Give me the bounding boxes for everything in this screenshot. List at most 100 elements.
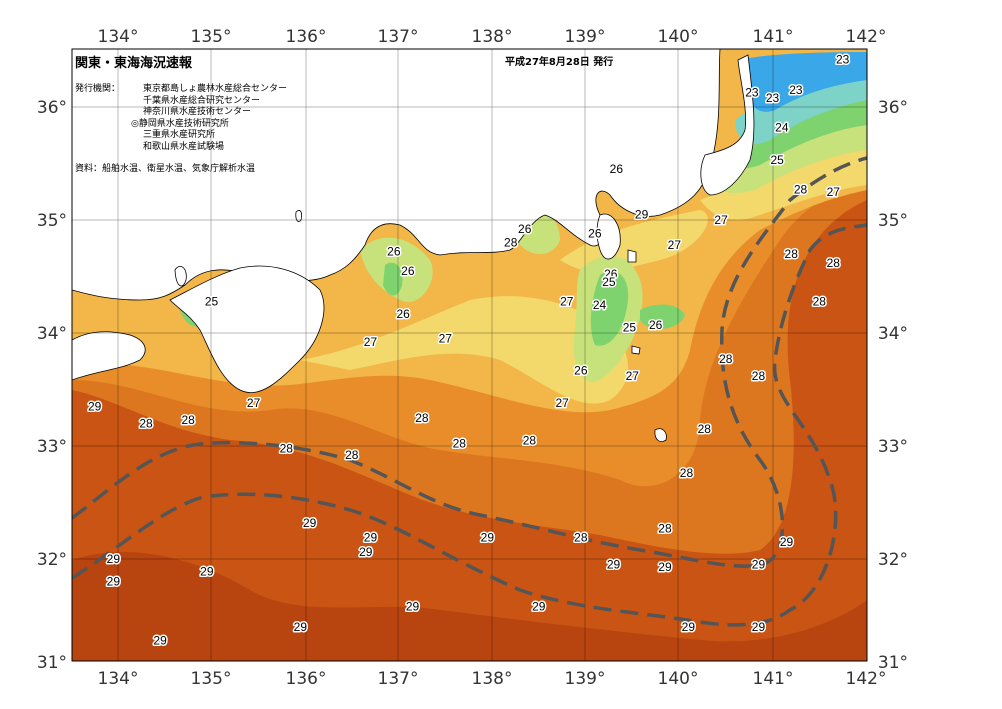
- land: [72, 49, 755, 442]
- temp-zone-26-ne: [715, 125, 867, 193]
- isotherm-label: 28: [574, 531, 588, 545]
- lon-axis-top: 134° 135° 136° 137° 138° 139° 140° 141° …: [98, 27, 887, 47]
- island-miyake: [631, 345, 641, 355]
- lat-axis-left: 36° 35° 34° 33° 32° 31°: [37, 98, 67, 673]
- isotherm-label: 26: [396, 307, 410, 321]
- isotherm-label: 27: [668, 238, 682, 252]
- lat-label: 32°: [37, 550, 67, 570]
- data-source: 資料：船舶水温、衛星水温、気象庁解析水温: [75, 164, 256, 174]
- land-kii: [169, 265, 325, 393]
- isotherm-label: 29: [107, 552, 121, 566]
- temp-zone-26: [360, 212, 643, 382]
- issuer-item: 神奈川県水産技術センター: [143, 107, 252, 117]
- lon-label: 141°: [753, 27, 794, 47]
- lat-label: 36°: [37, 98, 67, 118]
- isotherm-label: 27: [247, 396, 261, 410]
- kuroshio-outer-line: [72, 223, 867, 627]
- isotherm-label: 23: [745, 85, 759, 99]
- isotherm-label: 25: [602, 275, 616, 289]
- isotherm-label: 23: [766, 91, 780, 105]
- isotherm-label: 27: [827, 185, 841, 199]
- island-awaji: [174, 266, 187, 287]
- isotherm-label: 29: [88, 399, 102, 413]
- map-title: 関東・東海海況速報: [75, 56, 193, 71]
- lon-label: 136°: [286, 669, 327, 689]
- isotherm-label: 25: [623, 320, 637, 334]
- isotherm-label: 29: [364, 531, 378, 545]
- land-shikoku: [72, 331, 146, 381]
- lon-label: 138°: [472, 669, 513, 689]
- lat-label: 34°: [37, 324, 67, 344]
- isotherm-label: 28: [415, 411, 429, 425]
- isotherm-label: 24: [593, 298, 607, 312]
- lon-label: 139°: [565, 27, 606, 47]
- isotherm-label: 28: [504, 236, 518, 250]
- isotherm-label: 26: [588, 227, 602, 241]
- issue-date: 平成27年8月28日 発行: [505, 57, 614, 68]
- lat-label: 36°: [878, 98, 908, 118]
- isotherm-label: 29: [107, 575, 121, 589]
- isotherm-label: 27: [626, 369, 640, 383]
- isotherm-label: 26: [574, 363, 588, 377]
- isotherm-label: 29: [607, 558, 621, 572]
- isotherm-label: 28: [752, 369, 766, 383]
- issuer-item: 千葉県水産総合研究センター: [143, 95, 261, 106]
- lat-label: 35°: [878, 211, 908, 231]
- isotherm-label: 28: [680, 466, 694, 480]
- lon-label: 139°: [565, 669, 606, 689]
- isotherm-label: 28: [280, 441, 294, 455]
- lon-label: 137°: [378, 669, 419, 689]
- isotherm-label: 28: [813, 294, 827, 308]
- isotherm-label: 29: [153, 633, 167, 647]
- isotherm-label: 29: [752, 620, 766, 634]
- lon-label: 135°: [191, 27, 232, 47]
- isotherm-label: 28: [181, 413, 195, 427]
- issuer-item: 三重県水産研究所: [143, 130, 216, 140]
- isotherm-label: 29: [481, 531, 495, 545]
- land-izu: [596, 213, 621, 260]
- lon-label: 140°: [658, 27, 699, 47]
- isotherm-label: 25: [770, 153, 784, 167]
- isotherm-label: 27: [555, 396, 569, 410]
- isotherm-label: 27: [364, 335, 378, 349]
- isotherm-label: 26: [610, 162, 624, 176]
- isotherm-label: 28: [658, 521, 672, 535]
- lon-label: 137°: [378, 27, 419, 47]
- temp-zone-29-dark: [72, 551, 867, 661]
- isotherm-label: 28: [345, 448, 359, 462]
- issuer-item: 和歌山県水産試験場: [143, 141, 225, 152]
- isotherm-label: 29: [200, 564, 214, 578]
- isotherm-label: 29: [658, 560, 672, 574]
- lat-label: 32°: [878, 550, 908, 570]
- lon-label: 136°: [286, 27, 327, 47]
- island-oshima: [627, 249, 637, 263]
- lon-label: 140°: [658, 669, 699, 689]
- lat-label: 31°: [37, 653, 67, 673]
- isotherm-label: 28: [719, 352, 733, 366]
- isotherm-label: 26: [649, 318, 663, 332]
- isotherm-label: 29: [752, 558, 766, 572]
- isotherm-label: 29: [780, 535, 794, 549]
- lat-label: 33°: [37, 437, 67, 457]
- isotherm-label: 27: [439, 332, 453, 346]
- lat-axis-right: 36° 35° 34° 33° 32° 31°: [878, 98, 908, 673]
- island-hachijo: [654, 428, 667, 442]
- isotherm-label: 29: [682, 620, 696, 634]
- temp-zone-23-ne: [740, 52, 867, 112]
- lon-label: 134°: [98, 27, 139, 47]
- issuer-list: 東京都島しょ農林水産総合センター 千葉県水産総合研究センター 神奈川県水産技術セ…: [131, 84, 288, 153]
- issuer-item: 東京都島しょ農林水産総合センター: [143, 84, 288, 94]
- lon-label: 138°: [472, 27, 513, 47]
- isotherm-label: 25: [205, 294, 219, 308]
- lon-axis-bottom: 134° 135° 136° 137° 138° 139° 140° 141° …: [98, 669, 887, 689]
- isotherm-label: 28: [139, 416, 153, 430]
- isotherm-label: 23: [836, 53, 850, 67]
- temp-zone-27-ne: [700, 149, 867, 220]
- isotherm-label: 26: [401, 264, 415, 278]
- isotherm-label: 26: [518, 222, 532, 236]
- lon-label: 142°: [846, 669, 887, 689]
- temp-zone-25-ne: [730, 95, 867, 169]
- isotherm-label: 28: [523, 433, 537, 447]
